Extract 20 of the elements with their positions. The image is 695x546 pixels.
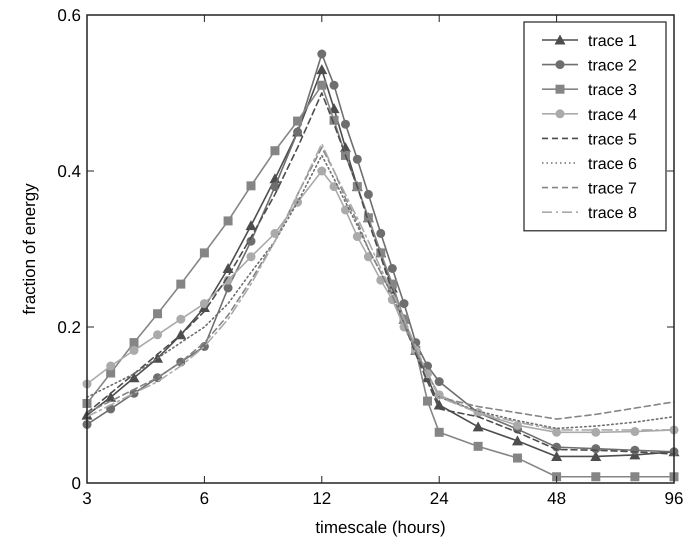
legend-label: trace 5 bbox=[588, 131, 638, 148]
y-tick-label: 0.4 bbox=[57, 162, 81, 181]
x-tick-label: 48 bbox=[547, 489, 566, 508]
y-axis-title: fraction of energy bbox=[20, 182, 39, 315]
y-tick-label: 0 bbox=[72, 474, 81, 493]
x-tick-label: 3 bbox=[82, 489, 92, 508]
x-tick-label: 12 bbox=[312, 489, 332, 508]
legend-label: trace 7 bbox=[588, 180, 638, 198]
x-axis-title: timescale (hours) bbox=[315, 518, 446, 537]
legend-label: trace 3 bbox=[588, 82, 638, 100]
legend-label: trace 4 bbox=[588, 106, 638, 124]
legend-label: trace 1 bbox=[588, 33, 638, 50]
y-tick-label: 0.6 bbox=[57, 6, 81, 25]
x-tick-label: 96 bbox=[664, 489, 684, 508]
legend-label: trace 8 bbox=[588, 205, 638, 222]
y-tick-label: 0.2 bbox=[57, 318, 81, 337]
x-tick-label: 24 bbox=[430, 489, 449, 508]
legend-label: trace 2 bbox=[588, 58, 638, 75]
x-tick-label: 6 bbox=[200, 489, 210, 508]
legend-label: trace 6 bbox=[588, 156, 638, 173]
